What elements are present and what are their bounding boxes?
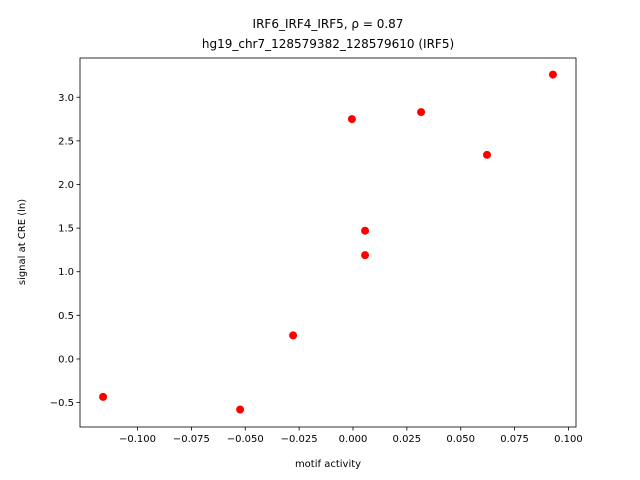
point (347, 115, 356, 124)
x-tick-label: −0.075 (173, 434, 210, 445)
x-tick-label: −0.050 (227, 434, 264, 445)
y-tick-label: 2.5 (58, 136, 74, 147)
x-tick-label: 0.050 (446, 434, 475, 445)
y-tick-label: 3.0 (58, 93, 74, 104)
point (236, 405, 245, 414)
x-tick-label: 0.000 (339, 434, 368, 445)
point (483, 150, 492, 159)
point (361, 226, 370, 235)
x-tick-label: 0.100 (554, 434, 583, 445)
y-tick-label: 0.0 (58, 354, 74, 365)
chart-title: IRF6_IRF4_IRF5, ρ = 0.87 (253, 17, 404, 31)
chart-subtitle: hg19_chr7_128579382_128579610 (IRF5) (202, 37, 454, 51)
point (548, 70, 557, 79)
point (289, 331, 298, 340)
y-tick-label: 2.0 (58, 180, 74, 191)
point (361, 251, 370, 260)
x-tick-label: −0.025 (281, 434, 318, 445)
y-tick-label: 1.5 (58, 224, 74, 235)
point (99, 392, 108, 401)
point (417, 108, 426, 117)
y-tick-label: 1.0 (58, 267, 74, 278)
x-axis-label: motif activity (295, 459, 361, 470)
y-axis-label: signal at CRE (ln) (17, 199, 28, 285)
plot-frame (79, 57, 577, 428)
y-tick-label: −0.5 (50, 398, 74, 409)
y-tick-label: 0.5 (58, 311, 74, 322)
x-tick-label: −0.100 (119, 434, 156, 445)
x-tick-label: 0.075 (500, 434, 529, 445)
x-tick-label: 0.025 (393, 434, 422, 445)
